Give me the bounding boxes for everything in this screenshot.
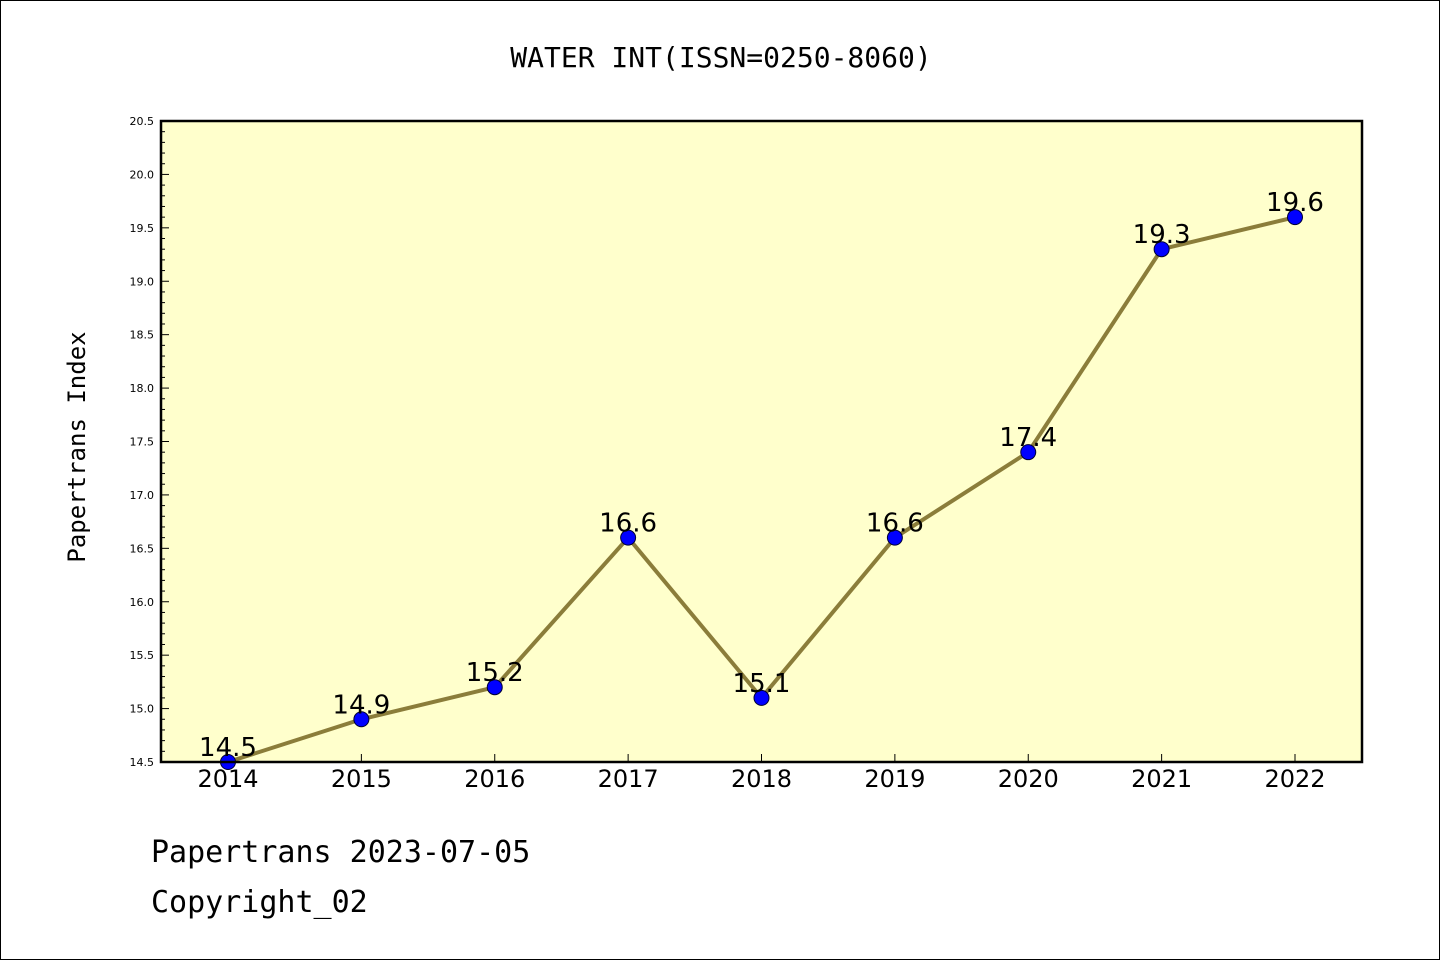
y-tick-label: 17.0 bbox=[130, 489, 155, 502]
y-tick-label: 18.5 bbox=[130, 329, 155, 342]
y-tick-label: 20.5 bbox=[130, 115, 155, 128]
data-label: 17.4 bbox=[999, 423, 1057, 453]
data-point bbox=[486, 679, 503, 696]
y-tick-label: 17.5 bbox=[130, 436, 155, 449]
x-tick-label: 2021 bbox=[1131, 765, 1192, 793]
chart-title: WATER INT(ISSN=0250-8060) bbox=[510, 41, 931, 74]
series-layer: 14.5 14.9 15.2 16.6 15.1 16.6 17.4 19.3 19.6 bbox=[199, 188, 1324, 770]
y-tick-label: 16.5 bbox=[130, 542, 155, 555]
x-tick-label: 2017 bbox=[598, 765, 659, 793]
data-label: 19.3 bbox=[1133, 220, 1191, 250]
data-point bbox=[1153, 241, 1170, 258]
x-tick-label: 2019 bbox=[864, 765, 925, 793]
y-tick-label: 18.0 bbox=[130, 382, 155, 395]
y-tick-label: 15.5 bbox=[130, 649, 155, 662]
data-label: 19.6 bbox=[1266, 188, 1324, 218]
footer-date: Papertrans 2023-07-05 bbox=[151, 835, 531, 870]
y-tick-label: 19.5 bbox=[130, 222, 155, 235]
y-tick-label: 15.0 bbox=[130, 703, 155, 716]
x-tick-label: 2022 bbox=[1264, 765, 1325, 793]
data-label: 16.6 bbox=[866, 509, 924, 539]
data-point bbox=[1020, 444, 1037, 461]
x-tick-label: 2015 bbox=[331, 765, 392, 793]
x-axis: 2014 2015 2016 2017 2018 2019 2020 2021 2022 bbox=[197, 754, 1326, 793]
y-tick-label: 19.0 bbox=[130, 275, 155, 288]
data-point bbox=[620, 529, 637, 546]
data-label: 16.6 bbox=[599, 509, 657, 539]
data-label: 14.9 bbox=[332, 690, 390, 720]
y-axis-label: Papertrans Index bbox=[63, 331, 91, 562]
data-label: 14.5 bbox=[199, 733, 257, 763]
data-point bbox=[886, 529, 903, 546]
data-point bbox=[1287, 209, 1303, 226]
y-tick-label: 16.0 bbox=[130, 596, 155, 609]
plot-area bbox=[161, 121, 1362, 762]
x-tick-label: 2018 bbox=[731, 765, 792, 793]
x-tick-label: 2020 bbox=[998, 765, 1059, 793]
data-point bbox=[353, 711, 370, 728]
y-axis: 14.5 15.0 15.5 16.0 16.5 17.0 17.5 18.0 18.5 19.0… bbox=[130, 115, 169, 769]
x-tick-label: 2016 bbox=[464, 765, 525, 793]
data-point bbox=[753, 689, 770, 706]
plot-border bbox=[159, 119, 1364, 764]
data-label: 15.1 bbox=[733, 669, 791, 699]
footer-copyright: Copyright_02 bbox=[151, 885, 368, 920]
data-label: 15.2 bbox=[466, 658, 524, 688]
y-tick-label: 14.5 bbox=[130, 756, 155, 769]
y-tick-label: 20.0 bbox=[130, 168, 155, 181]
